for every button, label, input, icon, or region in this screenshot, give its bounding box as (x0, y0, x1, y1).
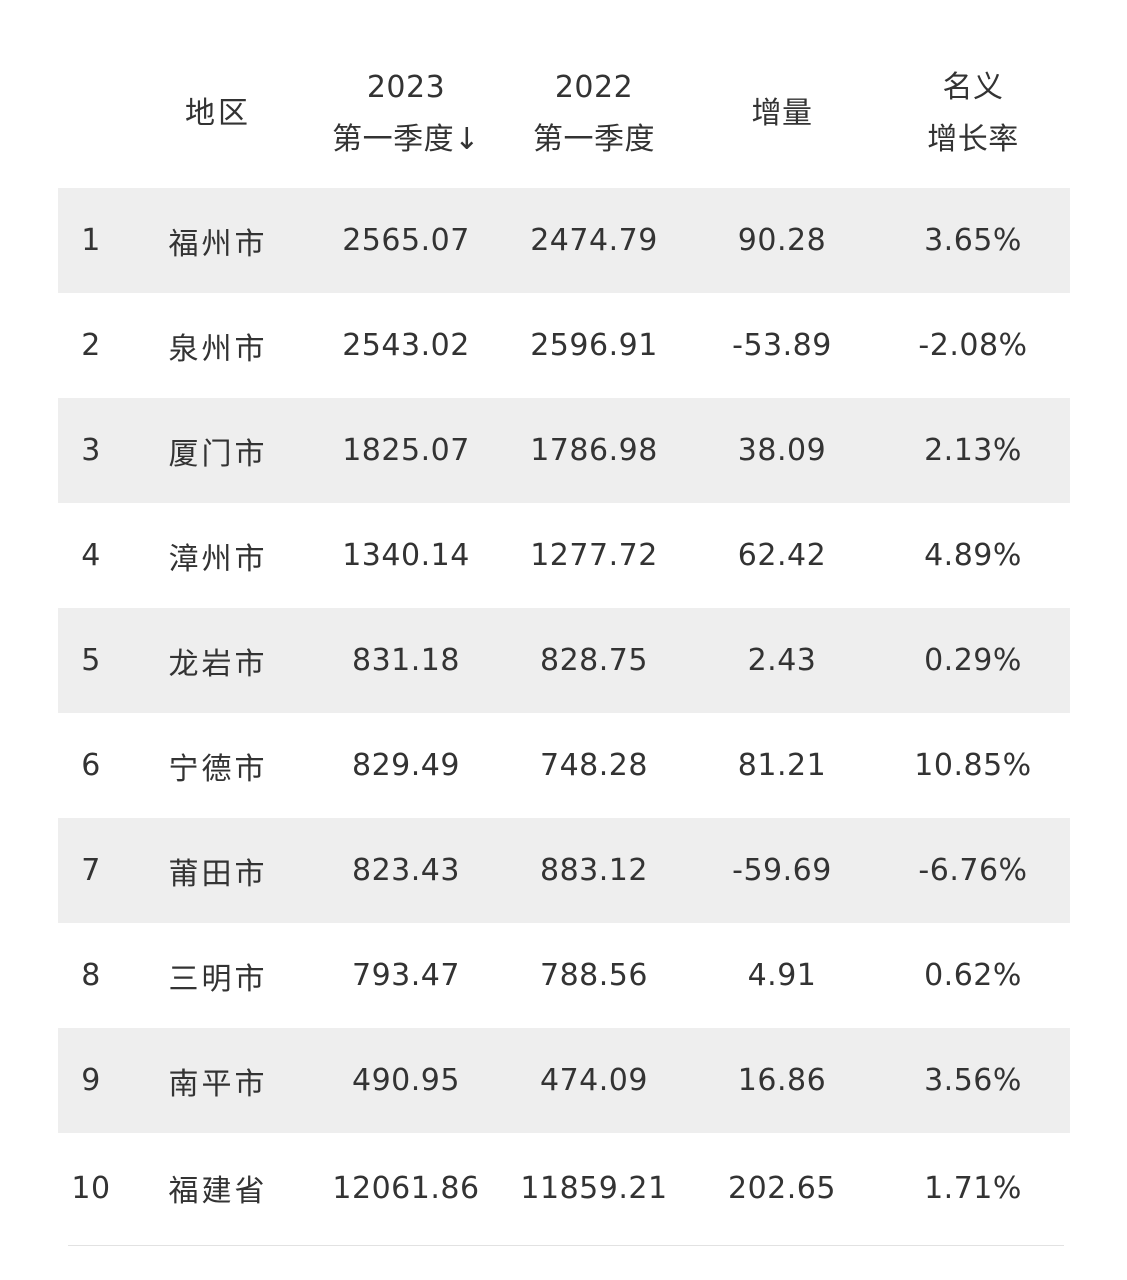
table-row: 4 漳州市 1340.14 1277.72 62.42 4.89% (58, 503, 1070, 608)
header-region: 地区 (185, 96, 251, 131)
header-2023-year: 2023 (366, 70, 446, 105)
table-row: 9 南平市 490.95 474.09 16.86 3.56% (58, 1028, 1070, 1133)
table-bottom-divider (68, 1245, 1064, 1246)
row-2023: 2565.07 (342, 223, 470, 258)
row-increase: 38.09 (737, 433, 827, 468)
row-region: 宁德市 (168, 751, 268, 787)
table-row: 5 龙岩市 831.18 828.75 2.43 0.29% (58, 608, 1070, 713)
row-rate: 4.89% (924, 538, 1022, 573)
row-2022: 788.56 (540, 958, 648, 993)
row-rank: 9 (81, 1063, 101, 1098)
row-increase: 90.28 (737, 223, 827, 258)
header-2022-quarter: 第一季度 (533, 122, 655, 157)
table-row: 10 福建省 12061.86 11859.21 202.65 1.71% (58, 1133, 1070, 1243)
row-2023: 1340.14 (342, 538, 470, 573)
row-rate: 0.29% (924, 643, 1022, 678)
row-2022: 2474.79 (530, 223, 658, 258)
row-2023: 1825.07 (342, 433, 470, 468)
row-rate: -2.08% (918, 328, 1028, 363)
row-region: 厦门市 (168, 436, 268, 472)
row-2022: 11859.21 (520, 1170, 668, 1206)
row-2022: 1786.98 (530, 433, 658, 468)
row-2022: 748.28 (540, 748, 648, 783)
row-rank: 10 (71, 1170, 111, 1206)
row-2023: 490.95 (352, 1063, 460, 1098)
row-rank: 5 (81, 643, 101, 678)
table-row: 1 福州市 2565.07 2474.79 90.28 3.65% (58, 188, 1070, 293)
row-increase: 2.43 (747, 643, 817, 678)
row-rate: 10.85% (914, 748, 1032, 783)
row-increase: 16.86 (737, 1063, 827, 1098)
header-2023-q1[interactable]: 2023 第一季度↓ (312, 62, 500, 166)
row-increase: 62.42 (737, 538, 827, 573)
gdp-table: 地区 2023 第一季度↓ 2022 第一季度 增量 名义 增长率 1 福州市 … (58, 40, 1070, 1243)
row-increase: 4.91 (747, 958, 817, 993)
row-2022: 883.12 (540, 853, 648, 888)
row-increase: 202.65 (728, 1170, 836, 1206)
row-rank: 4 (81, 538, 101, 573)
row-2023: 12061.86 (332, 1170, 480, 1206)
row-rate: 0.62% (924, 958, 1022, 993)
table-row: 8 三明市 793.47 788.56 4.91 0.62% (58, 923, 1070, 1028)
row-increase: -53.89 (732, 328, 832, 363)
row-2022: 2596.91 (530, 328, 658, 363)
row-rate: 1.71% (924, 1170, 1022, 1206)
row-rank: 7 (81, 853, 101, 888)
header-rate-line1: 名义 (942, 70, 1004, 105)
row-region: 莆田市 (168, 856, 268, 892)
row-increase: -59.69 (732, 853, 832, 888)
row-rank: 3 (81, 433, 101, 468)
table-header: 地区 2023 第一季度↓ 2022 第一季度 增量 名义 增长率 (58, 40, 1070, 188)
row-region: 福建省 (168, 1174, 268, 1209)
row-2023: 829.49 (352, 748, 460, 783)
row-rank: 6 (81, 748, 101, 783)
row-rate: -6.76% (918, 853, 1028, 888)
header-2023-quarter: 第一季度↓ (332, 122, 480, 157)
table-row: 6 宁德市 829.49 748.28 81.21 10.85% (58, 713, 1070, 818)
header-2022-q1: 2022 第一季度 (500, 62, 688, 166)
row-region: 龙岩市 (168, 646, 268, 682)
row-2022: 474.09 (540, 1063, 648, 1098)
header-growth-rate: 名义 增长率 (876, 62, 1070, 166)
row-rate: 2.13% (924, 433, 1022, 468)
row-2023: 793.47 (352, 958, 460, 993)
row-rate: 3.65% (924, 223, 1022, 258)
table-row: 3 厦门市 1825.07 1786.98 38.09 2.13% (58, 398, 1070, 503)
table-row: 7 莆田市 823.43 883.12 -59.69 -6.76% (58, 818, 1070, 923)
row-rank: 2 (81, 328, 101, 363)
row-region: 南平市 (168, 1066, 268, 1102)
row-region: 福州市 (168, 226, 268, 262)
header-increase: 增量 (751, 96, 813, 131)
row-rank: 8 (81, 958, 101, 993)
row-region: 泉州市 (168, 331, 268, 367)
row-2023: 823.43 (352, 853, 460, 888)
row-increase: 81.21 (737, 748, 827, 783)
row-region: 三明市 (168, 961, 268, 997)
header-rate-line2: 增长率 (927, 122, 1019, 157)
row-2023: 831.18 (352, 643, 460, 678)
row-region: 漳州市 (168, 541, 268, 577)
row-2023: 2543.02 (342, 328, 470, 363)
row-2022: 828.75 (540, 643, 648, 678)
row-rate: 3.56% (924, 1063, 1022, 1098)
row-rank: 1 (81, 223, 101, 258)
table-row: 2 泉州市 2543.02 2596.91 -53.89 -2.08% (58, 293, 1070, 398)
header-2022-year: 2022 (554, 70, 634, 105)
row-2022: 1277.72 (530, 538, 658, 573)
